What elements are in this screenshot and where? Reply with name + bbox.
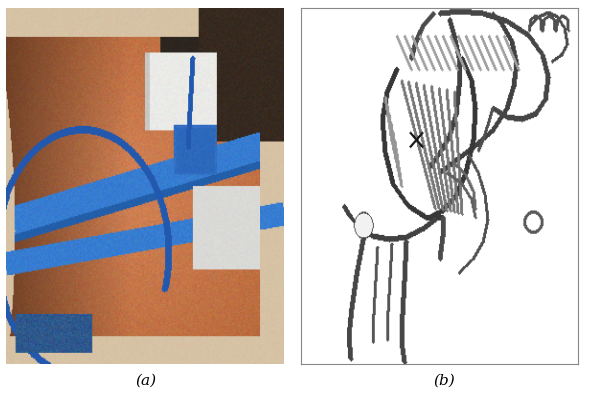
Text: (b): (b) <box>433 374 455 388</box>
Text: (a): (a) <box>135 374 157 388</box>
